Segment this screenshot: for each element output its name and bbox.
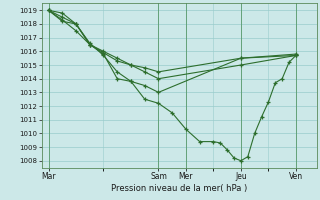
X-axis label: Pression niveau de la mer( hPa ): Pression niveau de la mer( hPa ) [111,184,247,193]
